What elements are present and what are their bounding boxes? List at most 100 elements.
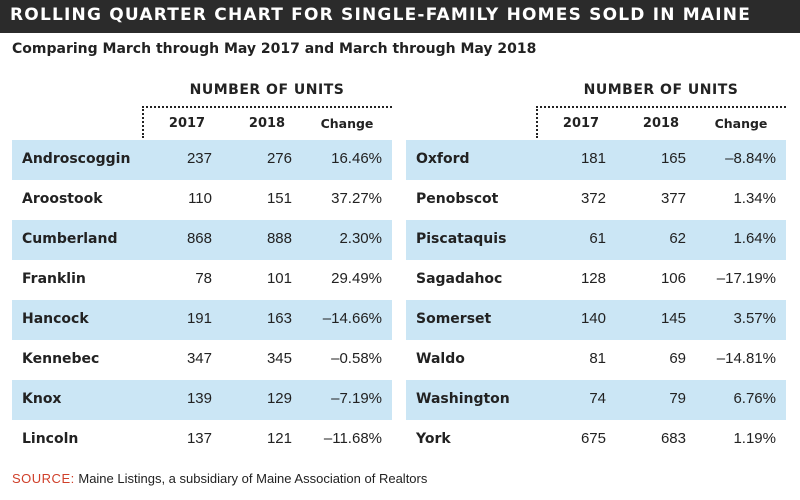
table-row: Aroostook 110 151 37.27% [12, 180, 392, 220]
county-name: Cumberland [22, 231, 118, 247]
value-2017: 191 [186, 310, 212, 327]
value-2018: 276 [266, 150, 292, 167]
value-2018: 888 [266, 230, 292, 247]
value-2017: 81 [589, 350, 606, 367]
table-row: Franklin 78 101 29.49% [12, 260, 392, 300]
value-2017: 868 [186, 230, 212, 247]
value-change: 29.49% [331, 270, 382, 287]
value-2017: 128 [580, 270, 606, 287]
value-change: –17.19% [716, 270, 776, 287]
county-name: York [416, 431, 451, 447]
value-2018: 101 [266, 270, 292, 287]
county-name: Hancock [22, 311, 89, 327]
value-2018: 69 [669, 350, 686, 367]
table-row: Oxford 181 165 –8.84% [406, 140, 786, 180]
value-2017: 372 [580, 190, 606, 207]
source-label: SOURCE: [12, 471, 75, 486]
value-2018: 163 [266, 310, 292, 327]
value-change: 1.34% [733, 190, 776, 207]
value-2017: 110 [188, 190, 212, 207]
county-name: Washington [416, 391, 510, 407]
table-body: Androscoggin 237 276 16.46% Aroostook 11… [12, 140, 392, 460]
value-2017: 347 [186, 350, 212, 367]
value-2017: 181 [580, 150, 606, 167]
value-change: 37.27% [331, 190, 382, 207]
value-2017: 74 [589, 390, 606, 407]
value-change: 1.19% [733, 430, 776, 447]
county-name: Kennebec [22, 351, 100, 367]
table-row: Hancock 191 163 –14.66% [12, 300, 392, 340]
county-name: Somerset [416, 311, 492, 327]
value-2018: 62 [669, 230, 686, 247]
value-2018: 79 [669, 390, 686, 407]
table-row: Sagadahoc 128 106 –17.19% [406, 260, 786, 300]
value-2018: 106 [660, 270, 686, 287]
table-row: Somerset 140 145 3.57% [406, 300, 786, 340]
table-row: York 675 683 1.19% [406, 420, 786, 460]
page-title: ROLLING QUARTER CHART FOR SINGLE-FAMILY … [10, 5, 752, 25]
table-row: Androscoggin 237 276 16.46% [12, 140, 392, 180]
value-change: –14.66% [322, 310, 382, 327]
table-row: Kennebec 347 345 –0.58% [12, 340, 392, 380]
column-header-2017: 2017 [168, 116, 206, 131]
left-table: NUMBER OF UNITS 2017 2018 Change Androsc… [12, 80, 392, 460]
county-name: Piscataquis [416, 231, 507, 247]
value-change: –14.81% [716, 350, 776, 367]
value-change: 2.30% [339, 230, 382, 247]
value-2018: 129 [266, 390, 292, 407]
value-2018: 345 [266, 350, 292, 367]
county-name: Androscoggin [22, 151, 131, 167]
column-header-2017: 2017 [562, 116, 600, 131]
county-name: Sagadahoc [416, 271, 503, 287]
units-header: NUMBER OF UNITS [583, 82, 739, 98]
value-2017: 137 [186, 430, 212, 447]
value-2017: 139 [186, 390, 212, 407]
header-divider [536, 106, 786, 138]
value-2018: 121 [266, 430, 292, 447]
county-name: Lincoln [22, 431, 79, 447]
column-header-2018: 2018 [248, 116, 286, 131]
county-name: Aroostook [22, 191, 103, 207]
value-2018: 151 [266, 190, 292, 207]
value-change: 6.76% [733, 390, 776, 407]
source-note: SOURCE: Maine Listings, a subsidiary of … [12, 471, 427, 486]
title-bar: ROLLING QUARTER CHART FOR SINGLE-FAMILY … [0, 0, 800, 33]
table-row: Cumberland 868 888 2.30% [12, 220, 392, 260]
table-row: Waldo 81 69 –14.81% [406, 340, 786, 380]
header-divider [142, 106, 392, 138]
table-row: Lincoln 137 121 –11.68% [12, 420, 392, 460]
county-name: Penobscot [416, 191, 499, 207]
source-text: Maine Listings, a subsidiary of Maine As… [78, 471, 428, 486]
value-change: 16.46% [331, 150, 382, 167]
county-name: Waldo [416, 351, 465, 367]
value-2017: 675 [580, 430, 606, 447]
column-header-change: Change [714, 116, 768, 131]
value-2017: 61 [589, 230, 606, 247]
value-change: –0.58% [331, 350, 382, 367]
units-header: NUMBER OF UNITS [189, 82, 345, 98]
value-2018: 683 [660, 430, 686, 447]
value-2017: 78 [195, 270, 212, 287]
county-name: Oxford [416, 151, 470, 167]
value-change: –7.19% [331, 390, 382, 407]
value-2018: 145 [660, 310, 686, 327]
value-change: –8.84% [725, 150, 776, 167]
county-name: Knox [22, 391, 62, 407]
value-2017: 237 [186, 150, 212, 167]
county-name: Franklin [22, 271, 86, 287]
value-change: 1.64% [733, 230, 776, 247]
table-body: Oxford 181 165 –8.84% Penobscot 372 377 … [406, 140, 786, 460]
right-table: NUMBER OF UNITS 2017 2018 Change Oxford … [406, 80, 786, 460]
column-header-change: Change [320, 116, 374, 131]
value-2018: 377 [660, 190, 686, 207]
table-row: Penobscot 372 377 1.34% [406, 180, 786, 220]
value-change: 3.57% [733, 310, 776, 327]
value-2017: 140 [580, 310, 606, 327]
page-subtitle: Comparing March through May 2017 and Mar… [12, 41, 537, 57]
table-row: Washington 74 79 6.76% [406, 380, 786, 420]
table-row: Knox 139 129 –7.19% [12, 380, 392, 420]
value-change: –11.68% [323, 430, 382, 447]
table-row: Piscataquis 61 62 1.64% [406, 220, 786, 260]
column-header-2018: 2018 [642, 116, 680, 131]
value-2018: 165 [660, 150, 686, 167]
